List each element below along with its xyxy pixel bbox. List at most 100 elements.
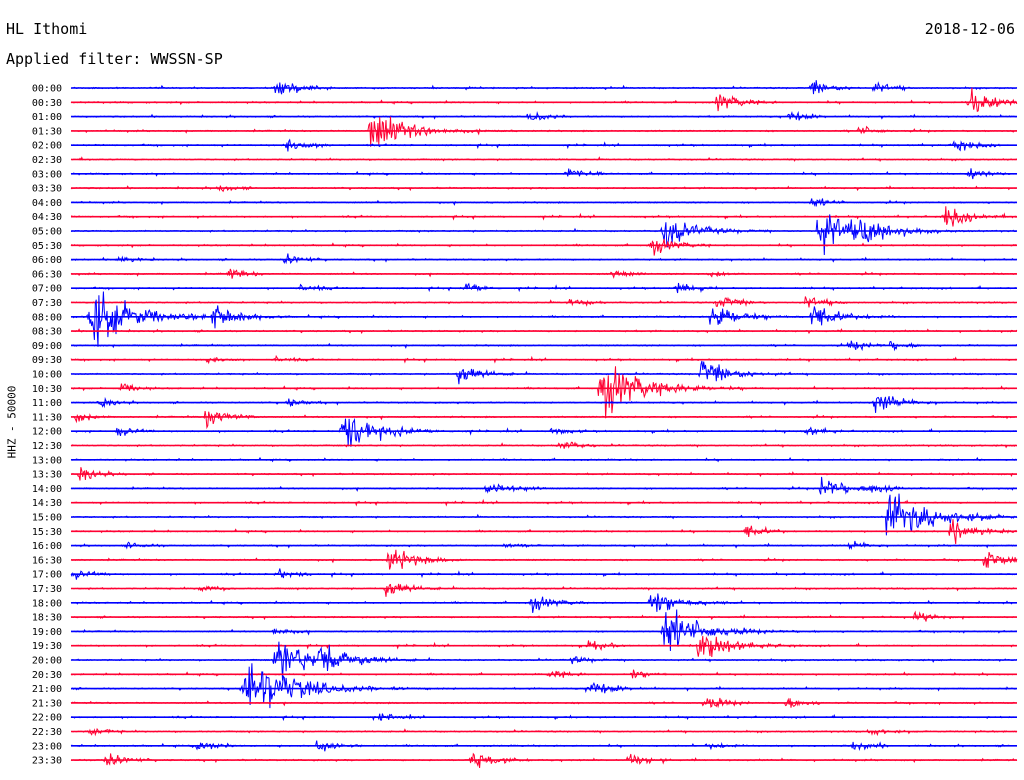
seismic-trace <box>70 610 1017 622</box>
time-tick-label: 10:30 <box>32 384 62 395</box>
seismic-trace <box>70 568 1018 580</box>
time-tick-label: 20:30 <box>32 670 62 681</box>
seismic-trace <box>70 291 1018 347</box>
station-title: HL Ithomi <box>6 20 88 38</box>
time-tick-label: 23:00 <box>32 741 62 752</box>
time-tick-label: 10:00 <box>32 370 62 381</box>
seismic-trace <box>70 740 1018 752</box>
seismic-trace <box>71 609 1018 652</box>
seismic-trace <box>70 411 1018 430</box>
time-tick-label: 05:30 <box>32 241 62 252</box>
seismic-trace <box>70 663 1017 709</box>
time-tick-label: 17:00 <box>32 570 62 581</box>
seismic-trace <box>70 214 1018 256</box>
seismic-trace <box>70 366 1018 419</box>
seismic-trace <box>70 593 1018 613</box>
time-tick-label: 14:30 <box>32 498 62 509</box>
time-tick-label: 09:30 <box>32 355 62 366</box>
seismic-trace <box>70 354 1018 365</box>
seismic-trace <box>71 282 1018 294</box>
seismic-trace <box>70 268 1017 279</box>
time-tick-label: 23:30 <box>32 756 62 767</box>
seismic-trace <box>70 138 1018 152</box>
time-tick-label: 16:00 <box>32 541 62 552</box>
seismic-trace <box>70 328 1018 335</box>
seismic-trace <box>70 456 1018 463</box>
time-tick-label: 06:30 <box>32 269 62 280</box>
seismic-trace <box>70 396 1018 413</box>
time-tick-labels: 00:00 00:30 01:00 01:30 02:00 02:30 03:00 03:30… <box>32 84 62 767</box>
seismic-trace <box>70 549 1018 570</box>
seismic-trace <box>70 498 1017 507</box>
time-tick-label: 21:00 <box>32 684 62 695</box>
seismic-trace <box>71 727 1018 737</box>
time-tick-label: 04:30 <box>32 212 62 223</box>
time-tick-label: 18:30 <box>32 613 62 624</box>
time-tick-label: 18:00 <box>32 598 62 609</box>
time-tick-label: 20:00 <box>32 656 62 667</box>
seismic-trace <box>70 641 1018 681</box>
seismic-traces <box>70 80 1018 769</box>
time-tick-label: 01:30 <box>32 126 62 137</box>
time-tick-label: 15:00 <box>32 513 62 524</box>
seismic-trace <box>70 476 1017 495</box>
seismic-trace <box>71 493 1018 536</box>
time-tick-label: 11:30 <box>32 412 62 423</box>
seismic-trace <box>70 296 1017 308</box>
seismic-trace <box>70 669 1018 679</box>
seismic-trace <box>70 519 1018 545</box>
time-tick-label: 01:00 <box>32 112 62 123</box>
seismic-trace <box>70 185 1018 193</box>
time-tick-label: 13:30 <box>32 470 62 481</box>
seismic-trace <box>70 116 1017 147</box>
time-tick-label: 14:00 <box>32 484 62 495</box>
seismic-trace <box>70 540 1018 551</box>
time-tick-label: 17:30 <box>32 584 62 595</box>
time-tick-label: 12:30 <box>32 441 62 452</box>
seismic-trace <box>70 80 1018 95</box>
time-tick-label: 08:00 <box>32 312 62 323</box>
time-tick-label: 07:30 <box>32 298 62 309</box>
time-tick-label: 03:30 <box>32 184 62 195</box>
seismic-trace <box>70 441 1018 449</box>
seismic-trace <box>70 198 1018 207</box>
seismic-trace <box>70 238 1018 256</box>
seismic-trace <box>70 253 1018 265</box>
time-tick-label: 04:00 <box>32 198 62 209</box>
time-tick-label: 16:30 <box>32 555 62 566</box>
time-tick-label: 06:00 <box>32 255 62 266</box>
seismic-trace <box>70 583 1017 597</box>
time-tick-label: 05:00 <box>32 227 62 238</box>
time-tick-label: 00:00 <box>32 84 62 95</box>
time-tick-label: 15:30 <box>32 527 62 538</box>
time-tick-label: 13:00 <box>32 455 62 466</box>
time-tick-label: 08:30 <box>32 327 62 338</box>
seismic-trace <box>70 156 1017 162</box>
time-tick-label: 12:00 <box>32 427 62 438</box>
time-tick-label: 00:30 <box>32 98 62 109</box>
time-tick-label: 21:30 <box>32 698 62 709</box>
seismic-trace <box>70 206 1018 227</box>
time-tick-label: 22:00 <box>32 713 62 724</box>
time-tick-label: 19:00 <box>32 627 62 638</box>
seismic-trace <box>70 467 1018 481</box>
seismic-trace <box>70 168 1018 180</box>
seismic-trace <box>70 110 1018 121</box>
seismic-trace <box>70 635 1017 658</box>
seismic-trace <box>70 713 1018 722</box>
seismic-trace <box>70 360 1018 385</box>
seismic-trace <box>71 340 1018 352</box>
time-tick-label: 19:30 <box>32 641 62 652</box>
date-label: 2018-12-06 <box>924 20 1015 38</box>
time-tick-label: 02:30 <box>32 155 62 166</box>
seismic-trace <box>70 697 1017 709</box>
seismic-trace <box>70 87 1018 113</box>
time-tick-label: 11:00 <box>32 398 62 409</box>
time-tick-label: 09:00 <box>32 341 62 352</box>
time-tick-label: 07:00 <box>32 284 62 295</box>
seismic-trace <box>70 752 1018 769</box>
time-tick-label: 22:30 <box>32 727 62 738</box>
filter-label: Applied filter: WWSSN-SP <box>6 50 223 68</box>
seismic-trace <box>70 417 1018 447</box>
